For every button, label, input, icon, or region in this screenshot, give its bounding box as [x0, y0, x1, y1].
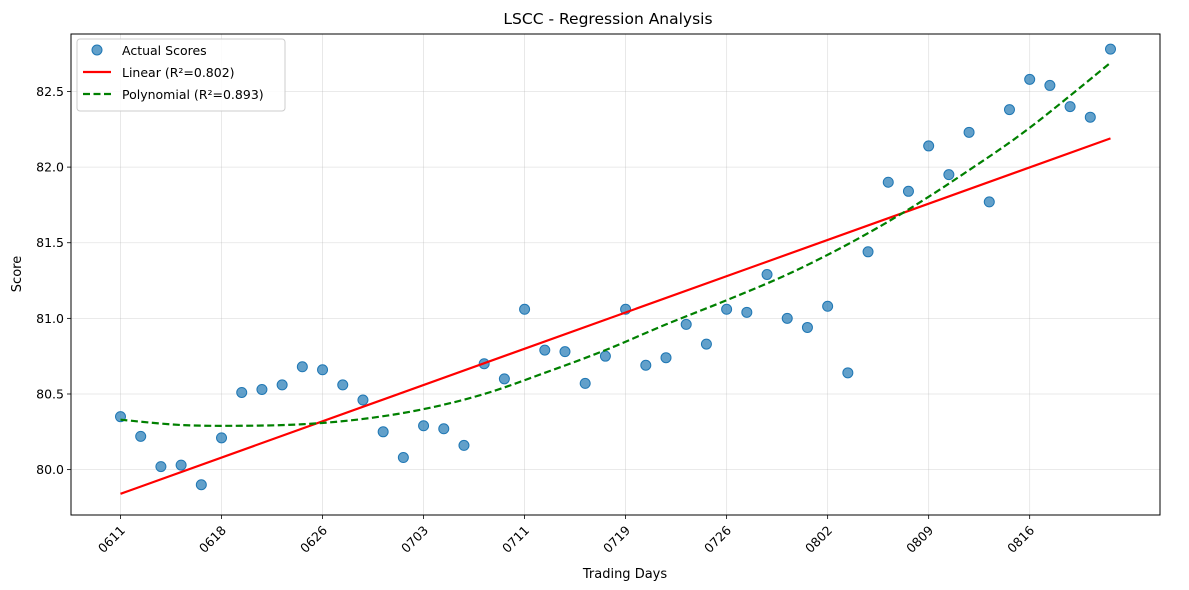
data-point	[741, 306, 753, 318]
data-point	[761, 269, 773, 280]
data-point	[1003, 104, 1015, 116]
data-point	[175, 459, 187, 471]
data-point	[640, 359, 652, 371]
data-point	[680, 318, 692, 330]
y-tick-label: 80.5	[36, 386, 64, 401]
data-point	[1044, 79, 1056, 91]
y-tick-label: 81.5	[36, 235, 64, 250]
legend-label-actual-scores: Actual Scores	[122, 43, 207, 58]
plot-area-frame	[70, 33, 1161, 516]
data-point	[1064, 101, 1076, 113]
data-point	[1024, 73, 1036, 85]
data-point	[902, 185, 914, 197]
legend-label-linear: Linear (R²=0.802)	[122, 65, 235, 80]
data-point	[418, 420, 430, 432]
x-axis-title: Trading Days	[582, 567, 667, 582]
data-point	[256, 383, 268, 395]
data-point	[660, 352, 672, 364]
data-point	[983, 196, 995, 208]
plot-series	[115, 43, 1116, 495]
data-point	[882, 176, 894, 188]
data-point	[599, 350, 611, 362]
legend: Actual Scores Linear (R²=0.802) Polynomi…	[76, 38, 286, 112]
data-point	[822, 300, 834, 312]
data-point	[1084, 111, 1096, 123]
data-point	[539, 344, 551, 356]
grid	[71, 34, 1160, 515]
polynomial-fit-curve	[120, 61, 1112, 427]
legend-label-polynomial: Polynomial (R²=0.893)	[122, 87, 264, 102]
data-point	[155, 461, 167, 473]
linear-fit-line	[120, 137, 1111, 495]
data-point	[1105, 43, 1116, 55]
y-tick-label: 82.0	[36, 160, 64, 175]
data-point	[923, 140, 935, 152]
data-point	[135, 430, 147, 442]
data-point	[579, 377, 591, 389]
y-axis-title: Score	[10, 256, 25, 292]
data-point	[458, 439, 470, 451]
data-point	[781, 312, 793, 324]
data-point	[943, 169, 955, 181]
data-point	[296, 361, 308, 373]
data-point	[700, 338, 712, 350]
y-tick-label: 82.5	[36, 84, 64, 99]
data-point	[801, 321, 813, 333]
data-point	[276, 379, 288, 391]
data-point	[377, 426, 389, 438]
data-point	[216, 432, 228, 444]
data-point	[862, 246, 874, 258]
chart-title: LSCC - Regression Analysis	[503, 10, 712, 28]
data-point	[559, 346, 571, 358]
data-point	[842, 367, 854, 379]
data-point	[236, 386, 248, 398]
data-point	[195, 479, 207, 491]
data-point	[438, 423, 450, 435]
y-tick-label: 80.0	[36, 462, 64, 477]
data-point	[317, 364, 329, 376]
data-point	[721, 303, 733, 315]
data-point	[519, 303, 531, 315]
data-point	[357, 394, 369, 406]
data-point	[498, 373, 510, 385]
legend-marker-actual-scores	[91, 44, 103, 56]
y-tick-label: 81.0	[36, 311, 64, 326]
legend-box	[76, 38, 286, 112]
y-axis: 80.0 80.5 81.0 81.5 82.0 82.5	[36, 84, 71, 477]
data-point	[963, 126, 975, 138]
data-point	[337, 379, 349, 391]
data-point	[397, 452, 409, 464]
